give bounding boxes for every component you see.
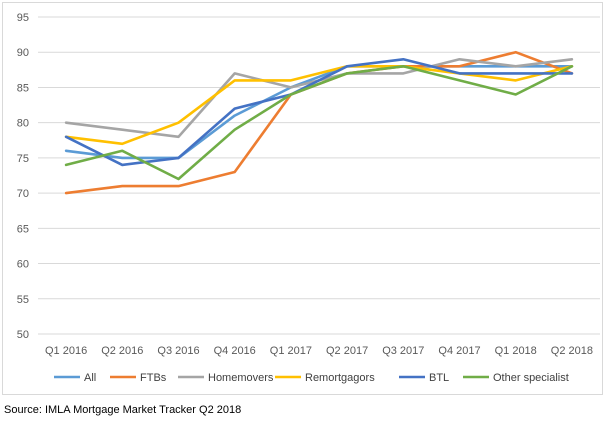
legend-label: Other specialist	[493, 372, 569, 384]
series-line-btl	[64, 57, 574, 167]
legend-label: FTBs	[140, 372, 167, 384]
x-tick-label: Q3 2016	[157, 345, 199, 357]
x-tick-label: Q1 2018	[495, 345, 537, 357]
series-line-homemovers	[64, 57, 574, 139]
series-line-all	[64, 64, 574, 160]
legend-label: Homemovers	[208, 372, 274, 384]
legend-label: BTL	[429, 372, 449, 384]
y-tick-label: 95	[17, 12, 29, 24]
y-tick-label: 65	[17, 223, 29, 235]
x-tick-label: Q3 2017	[382, 345, 424, 357]
line-chart: 50 55 60 65 70 75 80 85 90 95 Q1 2016 Q2 2016 Q3 201…	[17, 12, 600, 384]
x-tick-label: Q2 2016	[101, 345, 143, 357]
y-tick-label: 90	[17, 47, 29, 59]
series-line-remortgagors	[64, 64, 574, 146]
x-tick-label: Q2 2018	[551, 345, 593, 357]
legend-label: Remortgagors	[305, 372, 375, 384]
y-tick-label: 80	[17, 118, 29, 130]
source-note: Source: IMLA Mortgage Market Tracker Q2 …	[4, 404, 242, 416]
x-tick-label: Q1 2016	[45, 345, 87, 357]
y-tick-label: 55	[17, 294, 29, 306]
y-tick-label: 75	[17, 153, 29, 165]
y-tick-label: 60	[17, 259, 29, 271]
x-tick-label: Q4 2016	[214, 345, 256, 357]
series-line-other-specialist	[64, 64, 574, 181]
x-tick-label: Q4 2017	[438, 345, 480, 357]
y-tick-label: 50	[17, 329, 29, 341]
legend-label: All	[84, 372, 96, 384]
y-tick-label: 85	[17, 82, 29, 94]
x-tick-label: Q1 2017	[270, 345, 312, 357]
y-tick-label: 70	[17, 188, 29, 200]
chart-area: 50 55 60 65 70 75 80 85 90 95 Q1 2016 Q2 2016 Q3 201…	[2, 2, 603, 395]
x-tick-label: Q2 2017	[326, 345, 368, 357]
